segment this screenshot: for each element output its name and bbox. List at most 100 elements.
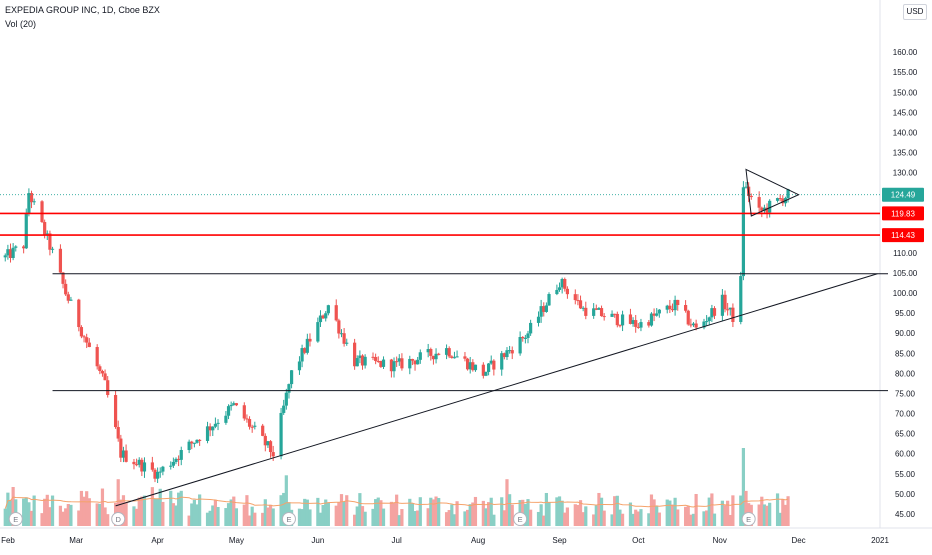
candlestick [555,284,559,296]
candle-body [529,322,533,334]
candlestick [578,295,583,309]
volume-bar [169,490,173,526]
volume-bar [48,507,52,526]
candlestick [205,421,210,444]
candle-body [739,276,743,322]
candle-body [82,336,86,338]
candle-body [500,353,504,370]
candle-body [416,359,420,365]
x-tick-label: 2021 [871,536,889,545]
candle-body [434,353,438,360]
candle-body [613,313,617,315]
candle-body [100,371,105,374]
last-price-tag [882,187,924,202]
candle-body [665,305,669,310]
candle-body [85,337,89,343]
candlestick [337,318,341,339]
volume-bar [778,512,782,526]
candle-body [539,306,543,317]
volume-bar [500,497,504,526]
candle-body [691,323,696,326]
candle-body [48,233,52,250]
x-tick-label: Sep [552,536,567,545]
volume-bar [434,496,438,526]
volume-bar [618,509,622,526]
volume-bar [426,508,430,526]
volume-bar [321,504,325,526]
candlestick [452,351,457,359]
candle-body [397,358,401,362]
volume-bar [557,496,562,526]
volume-bar [11,487,15,526]
candlestick [363,354,367,369]
candlestick [434,348,438,364]
candlestick [529,319,533,336]
candlestick [11,243,15,261]
candlestick [676,299,680,311]
candlestick [613,313,617,318]
volume-bar [410,503,415,526]
candlestick [565,286,570,299]
volume-bar [744,490,748,526]
volume-bar [563,512,567,526]
candle-body [728,307,732,310]
volume-bar [668,500,672,526]
candle-body [69,299,73,301]
price-level-label: 114.43 [891,231,915,240]
candle-body [355,358,359,367]
volume-bar [177,492,181,526]
volume-bar [85,491,89,526]
volume-bar [636,511,640,526]
volume-bar [665,499,669,526]
volume-bar [27,502,31,526]
candle-body [544,305,548,312]
volume-bar [198,494,202,526]
volume-bar [613,496,617,526]
volume-bar [741,448,746,526]
candlestick [305,333,309,355]
volume-bar [578,500,583,526]
event-marker-label: E [746,515,751,524]
x-tick-label: Aug [471,536,485,545]
volume-bar [389,501,394,526]
candlestick [786,188,790,203]
volume-bar [381,508,386,526]
candle-body [578,300,583,309]
volume-bar [303,498,307,526]
volume-bar [592,514,596,526]
candlestick [156,467,160,484]
candlestick [208,423,212,437]
candle-body [757,197,761,208]
event-marker-circle [513,512,528,526]
candlestick [686,309,690,326]
candlestick [353,338,357,370]
candle-body [50,248,55,250]
volume-bar [43,498,47,526]
volume-bar [158,488,162,526]
candlestick [134,458,139,467]
volume-bar [87,498,91,526]
candle-body [594,308,598,310]
volume-bar [757,504,761,526]
volume-bar [392,502,396,526]
volume-bar [32,495,36,526]
candle-body [324,313,328,319]
currency-button[interactable]: USD [903,4,927,20]
candle-body [381,359,386,367]
candlestick [195,439,199,444]
event-marker: D [111,512,126,526]
candlestick [232,401,236,406]
volume-bar [691,513,696,526]
candle-body [450,356,454,358]
volume-indicator-label: Vol (20) [5,19,37,29]
candle-body [455,356,459,358]
candlestick [282,399,286,415]
candlestick [502,352,506,360]
volume-bar [174,505,178,526]
volume-bar [489,497,493,526]
volume-bar [353,514,357,526]
volume-bar [216,506,220,526]
candle-body [106,380,110,396]
